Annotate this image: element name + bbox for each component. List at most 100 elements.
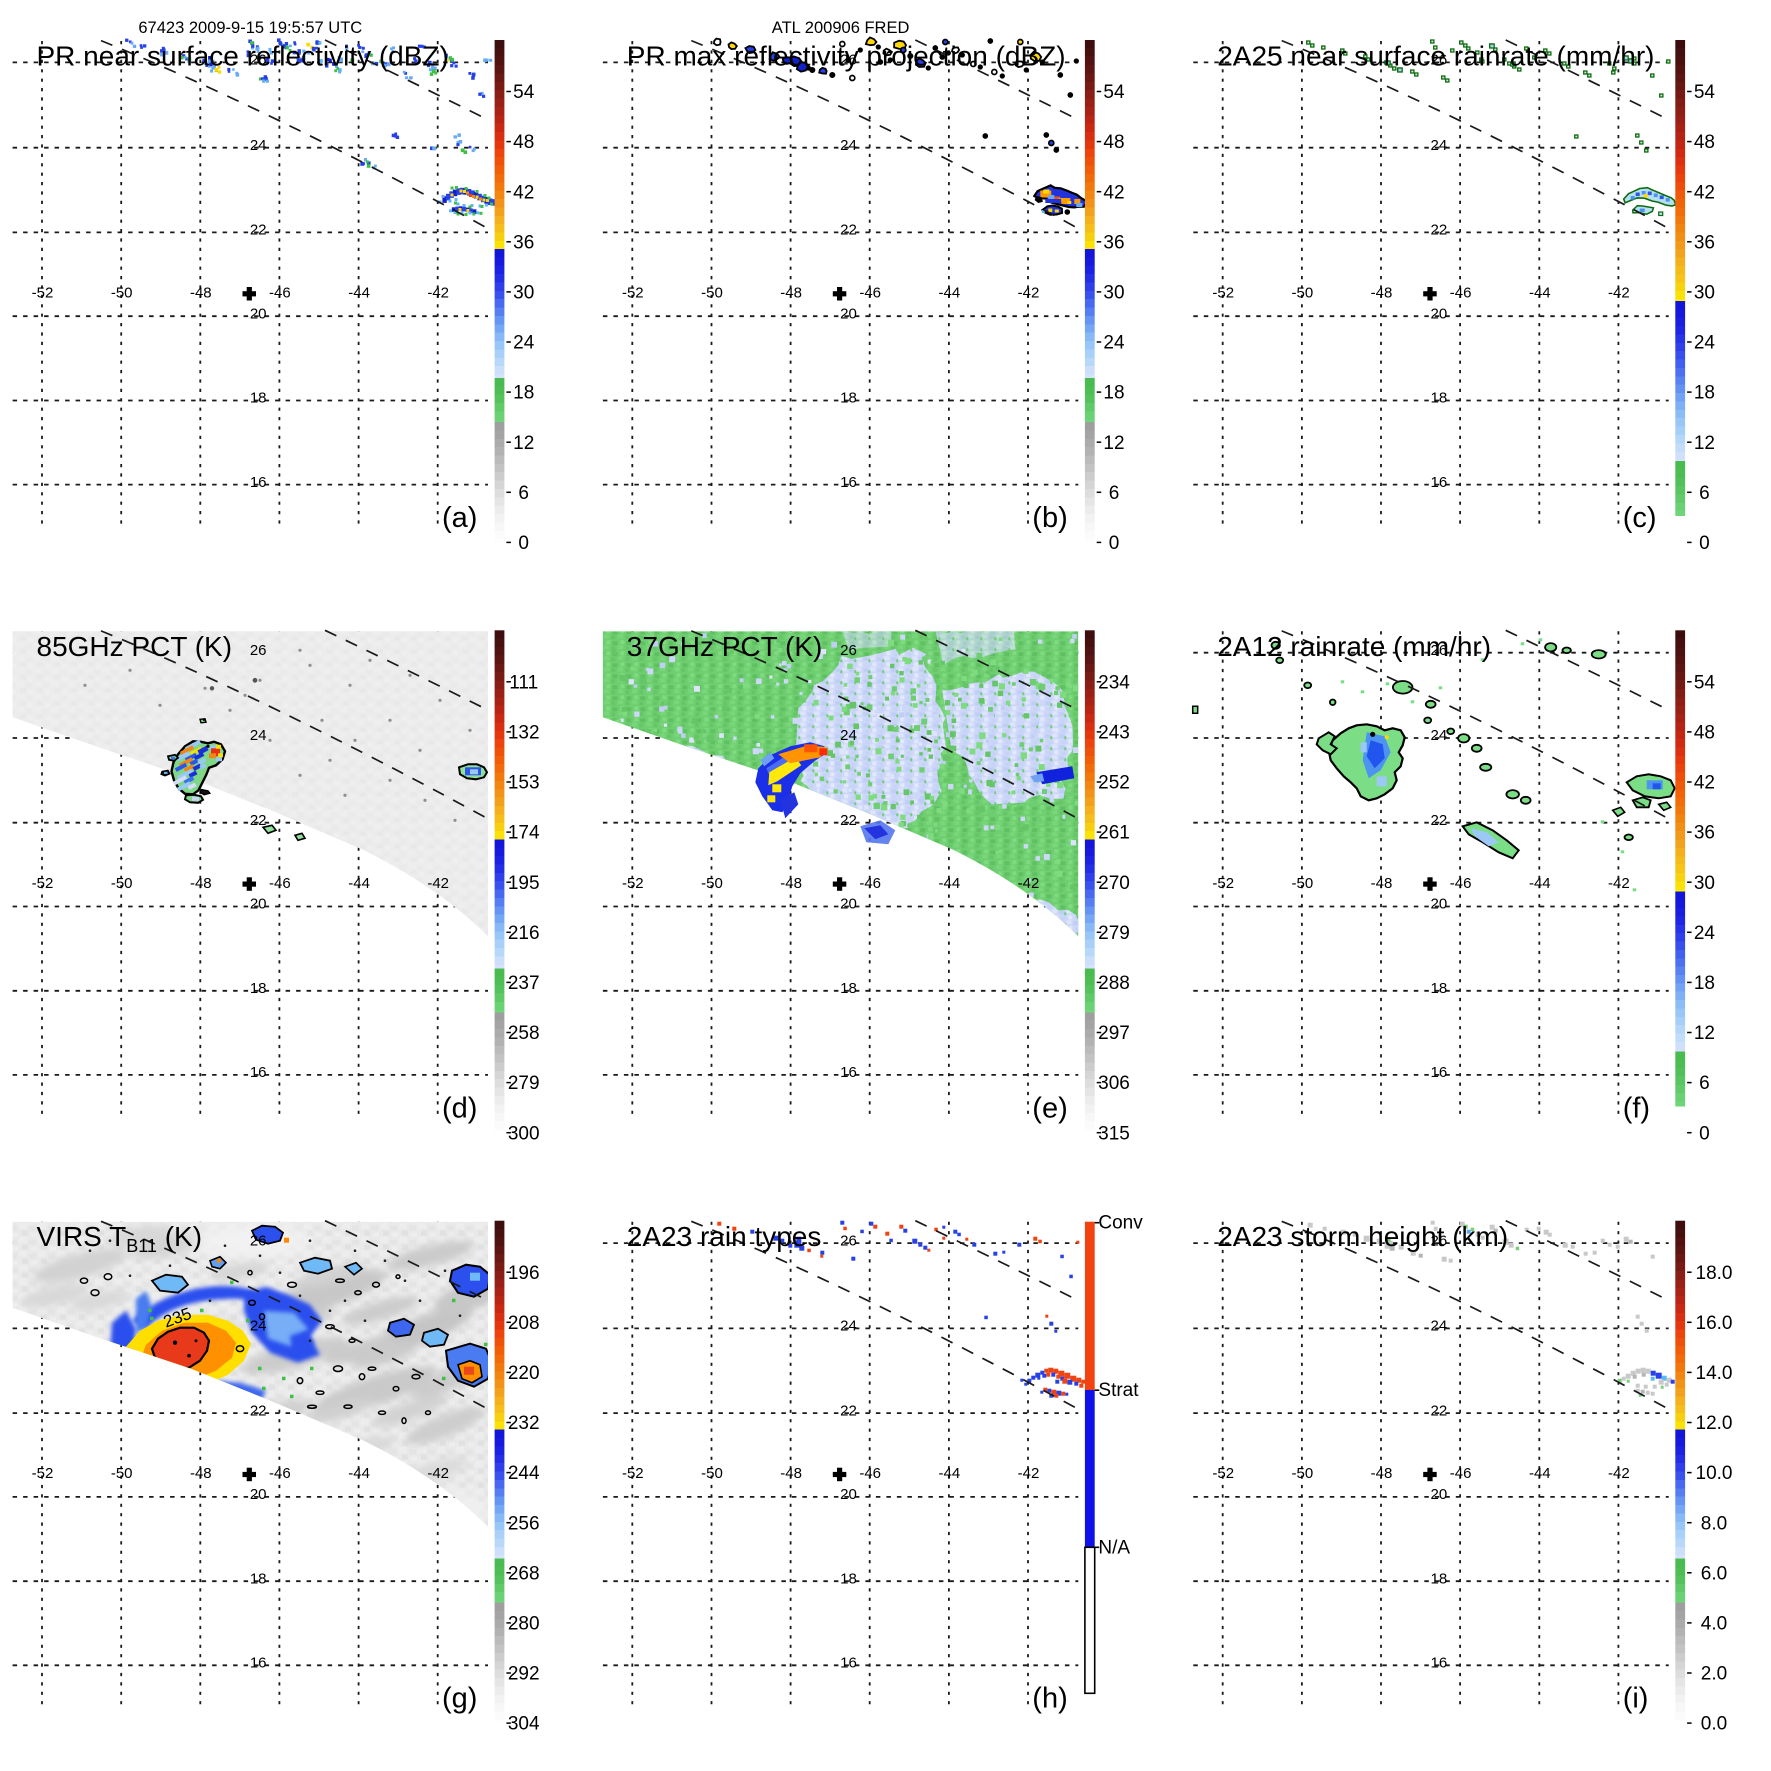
svg-text:14.0: 14.0 xyxy=(1696,1363,1733,1384)
svg-text:22: 22 xyxy=(250,1402,267,1419)
svg-text:196: 196 xyxy=(508,1263,540,1284)
svg-text:18: 18 xyxy=(1431,980,1448,997)
svg-text:-46: -46 xyxy=(1450,285,1472,302)
svg-text:237: 237 xyxy=(508,973,540,994)
svg-text:37GHz PCT (K): 37GHz PCT (K) xyxy=(627,631,823,662)
svg-text:18: 18 xyxy=(250,1570,267,1587)
svg-text:-46: -46 xyxy=(1450,1465,1472,1482)
svg-text:153: 153 xyxy=(508,773,540,794)
svg-text:20: 20 xyxy=(1431,305,1448,322)
svg-text:36: 36 xyxy=(1694,232,1715,253)
svg-text:-46: -46 xyxy=(269,1465,291,1482)
svg-text:16: 16 xyxy=(250,474,267,491)
svg-text:(g): (g) xyxy=(442,1683,477,1715)
svg-text:-50: -50 xyxy=(701,285,723,302)
svg-text:6: 6 xyxy=(518,483,529,504)
svg-text:-48: -48 xyxy=(780,285,802,302)
svg-text:-46: -46 xyxy=(859,1465,881,1482)
svg-text:-50: -50 xyxy=(111,1465,133,1482)
svg-text:-52: -52 xyxy=(1212,875,1234,892)
svg-text:-52: -52 xyxy=(1212,285,1234,302)
svg-text:6: 6 xyxy=(1699,483,1710,504)
svg-text:24: 24 xyxy=(840,727,857,744)
svg-text:244: 244 xyxy=(508,1463,540,1484)
svg-text:-52: -52 xyxy=(32,1465,54,1482)
svg-text:243: 243 xyxy=(1098,723,1130,744)
svg-text:-44: -44 xyxy=(348,875,370,892)
svg-text:26: 26 xyxy=(1431,642,1448,659)
svg-text:-46: -46 xyxy=(269,875,291,892)
svg-text:42: 42 xyxy=(1694,773,1715,794)
svg-text:-42: -42 xyxy=(1608,285,1630,302)
svg-text:0: 0 xyxy=(1109,533,1120,554)
svg-text:36: 36 xyxy=(1694,823,1715,844)
svg-text:24: 24 xyxy=(250,727,267,744)
svg-text:24: 24 xyxy=(250,137,267,154)
svg-text:-52: -52 xyxy=(32,285,54,302)
svg-text:12: 12 xyxy=(1694,433,1715,454)
svg-text:-48: -48 xyxy=(780,875,802,892)
svg-text:-44: -44 xyxy=(348,1465,370,1482)
svg-text:280: 280 xyxy=(508,1614,540,1635)
svg-text:48: 48 xyxy=(1694,132,1715,153)
svg-text:-44: -44 xyxy=(1529,285,1551,302)
svg-text:268: 268 xyxy=(508,1563,540,1584)
svg-text:42: 42 xyxy=(1694,182,1715,203)
svg-text:24: 24 xyxy=(1431,727,1448,744)
svg-text:20: 20 xyxy=(250,896,267,913)
svg-text:ATL 200906 FRED: ATL 200906 FRED xyxy=(772,19,910,37)
svg-text:(f): (f) xyxy=(1623,1092,1650,1124)
svg-text:22: 22 xyxy=(840,1402,857,1419)
svg-text:16: 16 xyxy=(250,1655,267,1672)
svg-text:6.0: 6.0 xyxy=(1701,1563,1727,1584)
svg-text:306: 306 xyxy=(1098,1073,1130,1094)
svg-text:16: 16 xyxy=(1431,1655,1448,1672)
svg-text:18: 18 xyxy=(1103,383,1124,404)
svg-text:48: 48 xyxy=(513,132,534,153)
svg-text:252: 252 xyxy=(1098,773,1130,794)
svg-text:PR max reflectivity projection: PR max reflectivity projection (dBZ) xyxy=(627,41,1066,72)
svg-text:16: 16 xyxy=(250,1064,267,1081)
svg-text:12: 12 xyxy=(1694,1023,1715,1044)
svg-text:297: 297 xyxy=(1098,1023,1130,1044)
svg-text:18: 18 xyxy=(1694,383,1715,404)
svg-text:216: 216 xyxy=(508,923,540,944)
svg-text:-46: -46 xyxy=(859,285,881,302)
svg-text:111: 111 xyxy=(509,672,538,693)
svg-text:-42: -42 xyxy=(1018,1465,1040,1482)
svg-text:-48: -48 xyxy=(780,1465,802,1482)
svg-text:22: 22 xyxy=(250,222,267,239)
svg-text:24: 24 xyxy=(1694,923,1716,944)
svg-text:-42: -42 xyxy=(427,875,449,892)
svg-text:48: 48 xyxy=(1103,132,1124,153)
svg-text:30: 30 xyxy=(513,283,534,304)
svg-text:12.0: 12.0 xyxy=(1696,1413,1733,1434)
svg-text:18: 18 xyxy=(1431,1570,1448,1587)
svg-text:315: 315 xyxy=(1098,1123,1130,1144)
svg-text:42: 42 xyxy=(513,182,534,203)
svg-text:-52: -52 xyxy=(1212,1465,1234,1482)
svg-text:Conv: Conv xyxy=(1098,1213,1143,1234)
svg-text:20: 20 xyxy=(840,1486,857,1503)
svg-text:54: 54 xyxy=(1694,672,1716,693)
svg-text:VIRS TB11 (K): VIRS TB11 (K) xyxy=(37,1221,203,1256)
svg-text:16: 16 xyxy=(840,1655,857,1672)
svg-text:-48: -48 xyxy=(1371,285,1393,302)
svg-text:12: 12 xyxy=(1103,433,1124,454)
svg-text:-48: -48 xyxy=(1371,1465,1393,1482)
svg-text:-48: -48 xyxy=(1371,875,1393,892)
svg-text:16: 16 xyxy=(1431,474,1448,491)
svg-text:-46: -46 xyxy=(1450,875,1472,892)
svg-text:256: 256 xyxy=(508,1513,540,1534)
svg-text:20: 20 xyxy=(1431,1486,1448,1503)
svg-text:-48: -48 xyxy=(190,285,212,302)
svg-text:18: 18 xyxy=(250,980,267,997)
svg-text:-50: -50 xyxy=(701,875,723,892)
svg-text:42: 42 xyxy=(1103,182,1124,203)
svg-text:-46: -46 xyxy=(859,875,881,892)
svg-text:36: 36 xyxy=(513,232,534,253)
svg-text:36: 36 xyxy=(1103,232,1124,253)
svg-text:288: 288 xyxy=(1098,973,1130,994)
svg-text:(h): (h) xyxy=(1032,1683,1067,1715)
svg-text:10.0: 10.0 xyxy=(1696,1463,1733,1484)
